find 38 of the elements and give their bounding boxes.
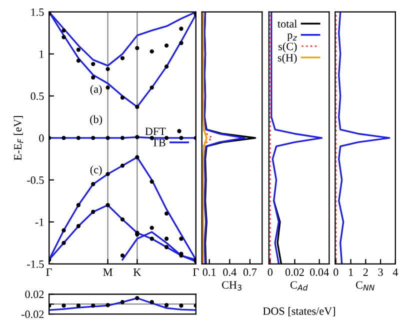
y-tick-label: 1 [40,50,44,58]
x-tick-label: K [133,268,142,276]
y-tick-label: 0 [39,134,44,142]
annotation: (b) [90,115,102,126]
annotation: (c) [90,166,102,176]
y-tick-label: 0.5 [30,92,44,100]
x-tick-label: 0.1 [202,268,216,276]
x-tick-label: 0 [334,268,338,276]
y-tick-label: -1.5 [27,260,44,268]
x-tick-label: 1 [348,268,353,276]
x-tick-label: 0 [268,268,273,276]
x-tick-label: 4 [392,268,398,276]
x-tick-label: M [103,268,112,276]
x-axis-title: C$_{NN}$ [356,281,374,290]
x-axis-title: C$_{Ad}$ [290,281,308,291]
x-axis-title: CH$_{3}$ [222,281,242,291]
x-tick-label: 0.7 [243,268,257,276]
y-axis-title: E-E$_{F}$ [eV] [14,116,24,160]
x-tick-label: 3 [378,268,383,276]
legend-label: s(H) [278,54,297,64]
annotation: (a) [90,85,102,96]
legend-label: total [278,20,297,28]
legend-label: s(C) [278,42,297,52]
y-tick-label: 0.02 [25,290,44,298]
x-tick-label: Γ [46,268,52,276]
legend-label: TB [152,139,166,146]
y-tick-label: -0.5 [27,176,44,184]
x-tick-label: 0.4 [223,268,236,276]
y-tick-label: -1 [35,218,44,226]
legend-label: p$_{z}$ [287,33,297,42]
x-tick-label: 0.02 [285,268,304,276]
text: DOS [states/eV] [263,307,335,316]
x-tick-label: Γ [193,268,199,276]
x-tick-label: 2 [363,268,368,276]
y-tick-label: 1.5 [31,8,44,16]
y-tick-label: -0.02 [21,310,44,318]
x-tick-label: 0.04 [310,268,329,276]
legend-label: DFT [145,128,166,136]
